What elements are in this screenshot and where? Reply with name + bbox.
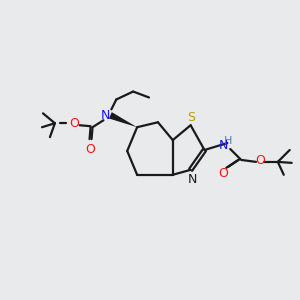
Text: O: O [218, 167, 228, 180]
Text: S: S [188, 111, 196, 124]
Text: N: N [219, 139, 228, 152]
Text: O: O [255, 154, 265, 167]
Text: N: N [101, 109, 110, 122]
Text: H: H [224, 136, 232, 146]
Text: O: O [85, 142, 95, 155]
Text: O: O [69, 117, 79, 130]
Polygon shape [109, 112, 137, 127]
Text: N: N [188, 173, 197, 186]
